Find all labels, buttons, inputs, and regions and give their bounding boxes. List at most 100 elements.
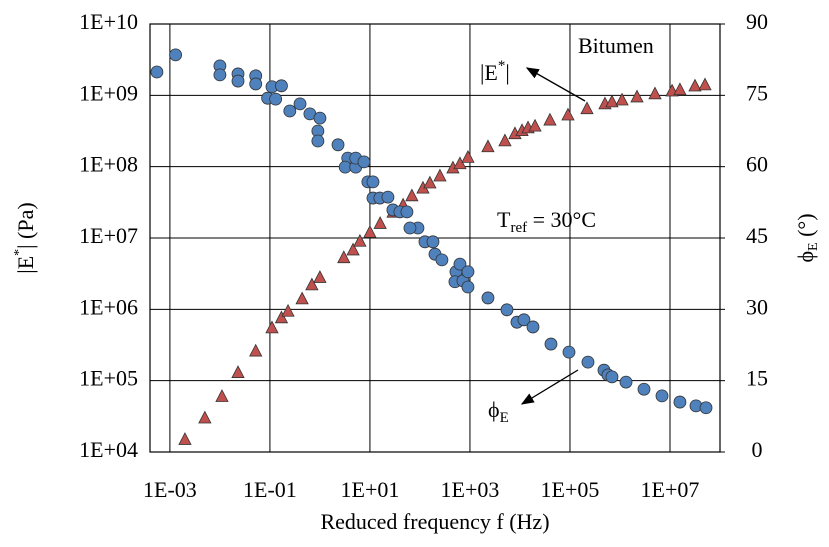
- circle-point: [481, 291, 495, 305]
- circle-point: [283, 104, 297, 118]
- circle-point: [357, 155, 371, 169]
- arrow: [525, 67, 586, 102]
- y2-tick-label: 75: [746, 80, 768, 105]
- y-tick-label: 1E+08: [79, 152, 138, 177]
- triangle-point: [198, 410, 212, 424]
- circle-point: [517, 313, 531, 327]
- y-axis-title: |E*| (Pa): [12, 202, 38, 273]
- triangle-point: [481, 139, 495, 153]
- y-title-part: |E: [13, 256, 38, 274]
- triangle-point: [281, 303, 295, 317]
- circle-point: [311, 134, 325, 148]
- series-label-part: |E: [480, 60, 498, 85]
- circle-point: [213, 68, 227, 82]
- triangle-point: [305, 277, 319, 291]
- series-label-part: ϕ: [488, 397, 500, 422]
- circle-point: [435, 253, 449, 267]
- y2-tick-label: 15: [746, 366, 768, 391]
- circle-point: [461, 280, 475, 294]
- x-tick-label: 1E+01: [341, 477, 400, 502]
- triangle-point: [249, 343, 263, 357]
- circle-point: [453, 257, 467, 271]
- triangle-point: [453, 156, 467, 170]
- y2-tick-label: 90: [746, 9, 768, 34]
- triangle-point: [405, 188, 419, 202]
- tref-part: = 30°C: [527, 207, 596, 232]
- circle-point: [403, 221, 417, 235]
- triangle-point: [178, 432, 192, 445]
- circle-point: [366, 175, 380, 189]
- x-tick-label: 1E+07: [641, 477, 700, 502]
- triangle-point: [231, 365, 245, 378]
- y2-tick-label: 0: [752, 437, 763, 462]
- circle-point: [249, 77, 263, 91]
- triangle-point: [688, 78, 702, 92]
- triangle-point: [615, 92, 629, 106]
- triangle-point: [673, 82, 687, 96]
- tref-sub: ref: [510, 220, 527, 236]
- circle-point: [619, 375, 633, 389]
- triangle-point: [353, 233, 367, 247]
- circle-point: [461, 265, 475, 279]
- triangle-point: [528, 118, 542, 132]
- series-label-part: |: [505, 60, 509, 85]
- circle-point: [544, 337, 558, 351]
- triangle-point: [433, 168, 447, 182]
- triangle-point: [698, 77, 712, 91]
- circle-point: [581, 355, 595, 369]
- triangle-point: [274, 310, 289, 324]
- y-title-sup: *: [12, 249, 27, 256]
- x-axis-title: Reduced frequency f (Hz): [320, 509, 549, 534]
- circle-point: [500, 303, 514, 317]
- circle-point: [313, 111, 327, 125]
- x-tick-label: 1E+05: [541, 477, 600, 502]
- triangle-point: [295, 291, 309, 305]
- y2-title-part: ϕ: [793, 251, 818, 263]
- x-tick-label: 1E+03: [441, 477, 500, 502]
- circle-point: [331, 138, 345, 152]
- triangle-point: [337, 250, 351, 264]
- triangle-point: [461, 150, 475, 163]
- y2-axis-title: ϕE (°): [793, 213, 821, 262]
- circle-point: [231, 74, 245, 88]
- triangle-point: [373, 216, 387, 229]
- circle-point: [562, 345, 576, 359]
- y2-tick-label: 30: [746, 294, 768, 319]
- y2-title-part: (°): [793, 213, 818, 242]
- circle-point: [673, 395, 687, 409]
- triangle-point: [346, 242, 360, 256]
- triangle-point: [498, 133, 512, 147]
- y-tick-label: 1E+06: [79, 294, 138, 319]
- series-label: ϕE: [488, 397, 509, 426]
- x-tick-label: 1E-01: [243, 477, 297, 502]
- circle-point: [150, 65, 164, 79]
- circle-point: [426, 235, 440, 249]
- triangle-point: [215, 389, 229, 402]
- circle-point: [381, 190, 395, 204]
- arrow: [520, 369, 579, 405]
- circle-point: [275, 79, 288, 93]
- circle-point: [637, 382, 651, 396]
- y-tick-label: 1E+04: [79, 437, 138, 462]
- tref-part: T: [497, 207, 511, 232]
- triangle-point: [363, 224, 377, 238]
- series-label: |E*|: [480, 58, 510, 85]
- series-label-part: *: [498, 58, 506, 74]
- triangle-point: [648, 86, 662, 100]
- triangle-point: [423, 175, 437, 189]
- triangle-point: [605, 94, 619, 108]
- circle-point: [400, 205, 414, 219]
- circle-point: [605, 370, 619, 384]
- y-tick-label: 1E+09: [79, 80, 138, 105]
- x-tick-label: 1E-03: [143, 477, 197, 502]
- triangle-point: [543, 112, 557, 126]
- y-tick-label: 1E+05: [79, 366, 138, 391]
- y-tick-label: 1E+07: [79, 223, 138, 248]
- circle-point: [293, 97, 307, 111]
- y2-title-sub: E: [806, 242, 821, 251]
- triangle-point: [561, 107, 575, 121]
- circle-point: [655, 389, 669, 403]
- y2-tick-label: 60: [746, 152, 768, 177]
